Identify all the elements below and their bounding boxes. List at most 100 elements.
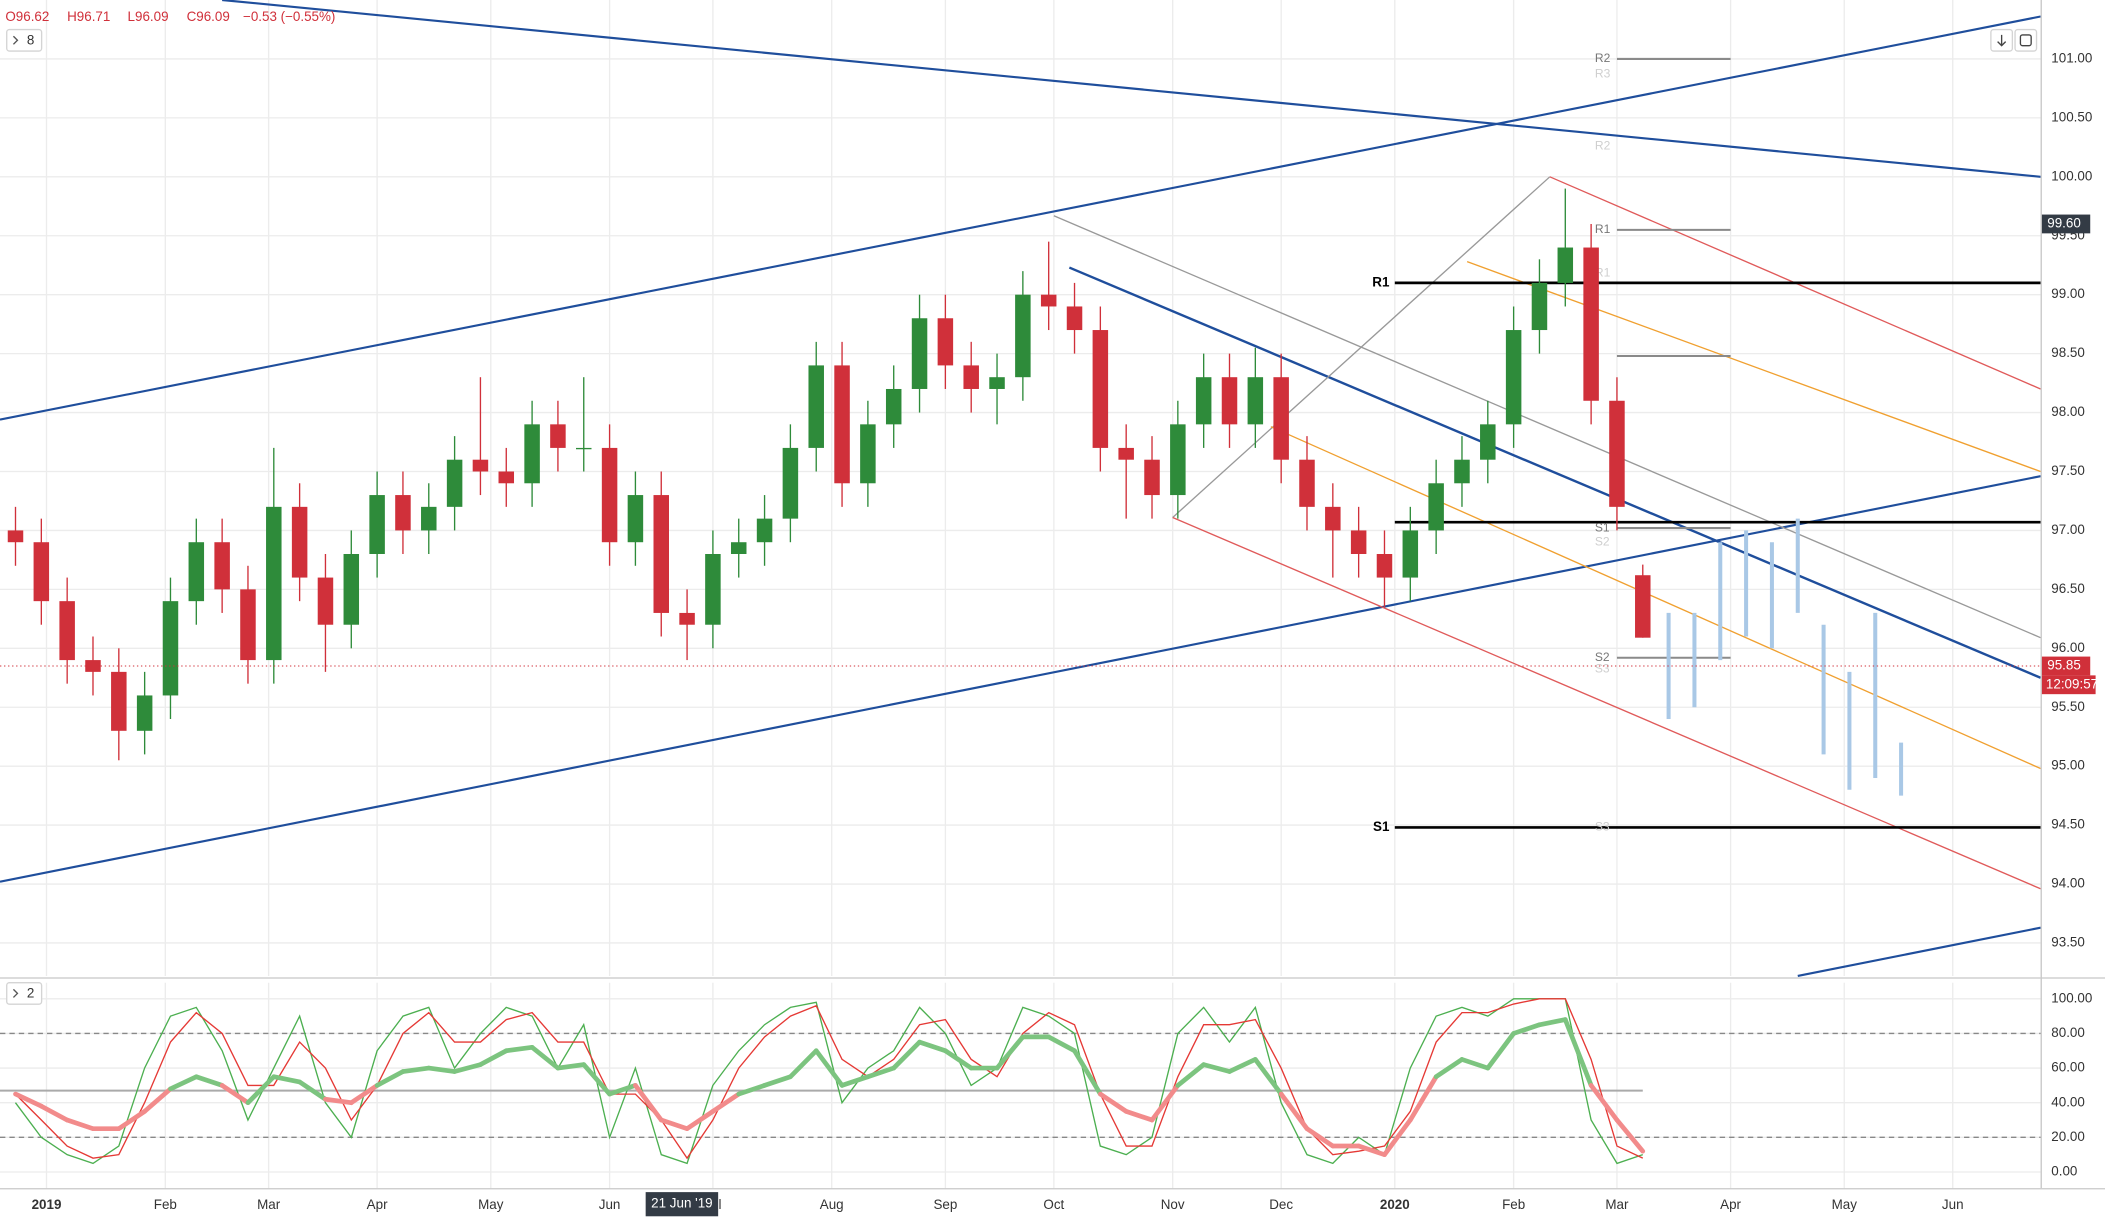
oscillator-segment: [1407, 1074, 1439, 1123]
oscillator-segment: [1433, 1057, 1465, 1080]
y-tick-label: 93.50: [2051, 935, 2085, 950]
candle-body: [498, 471, 515, 484]
oscillator-segment: [529, 1044, 561, 1071]
countdown-label: 12:09:57: [2046, 676, 2098, 691]
price-badge: [2041, 214, 2091, 234]
oscillator-segment: [1382, 1117, 1413, 1158]
toggle-box[interactable]: [6, 982, 43, 1005]
y-tick-label: 60.00: [2051, 1060, 2085, 1075]
candle-body: [1221, 377, 1238, 425]
candle-body: [1609, 400, 1625, 507]
oscillator-segment: [607, 1083, 638, 1097]
candle-body: [1376, 554, 1393, 578]
candle-body: [1170, 424, 1186, 496]
candle-body: [1040, 294, 1057, 307]
candle-body: [808, 365, 824, 448]
oscillator-segment: [116, 1109, 147, 1132]
candle-body: [472, 459, 489, 472]
candle-body: [1557, 247, 1574, 283]
pivot-label: S2: [1595, 650, 1610, 664]
oscillator-segment: [1356, 1143, 1387, 1158]
oscillator-segment: [555, 1062, 587, 1071]
maximize-icon: [2019, 34, 2032, 47]
toggle-count[interactable]: 8: [27, 32, 34, 47]
main-pane-toggle[interactable]: 8: [6, 28, 43, 52]
oscillator-segment: [1485, 1031, 1516, 1071]
oscillator-segment: [1459, 1057, 1491, 1071]
oscillator-segment: [64, 1117, 96, 1132]
oscillator-segment: [1252, 1057, 1284, 1097]
y-tick-label: 0.00: [2051, 1164, 2077, 1179]
candle-body: [860, 424, 876, 484]
candle-body: [782, 447, 799, 519]
candle-body: [1454, 459, 1470, 484]
toggle-box[interactable]: [6, 28, 43, 52]
oscillator-segment: [813, 1048, 845, 1088]
candle-body: [111, 671, 127, 731]
oscillator-segment: [736, 1083, 767, 1097]
oscillator-segment: [38, 1103, 70, 1123]
x-tick-label: Nov: [1161, 1197, 1185, 1212]
candle-body: [576, 447, 592, 450]
price-badge: [2041, 656, 2091, 676]
y-tick-label: 94.50: [2051, 817, 2085, 832]
price-badge-label: 99.60: [2047, 216, 2081, 231]
oscillator-segment: [13, 1091, 44, 1109]
oscillator-segment: [865, 1065, 897, 1080]
candle-body: [834, 365, 850, 484]
y-tick-label: 97.00: [2051, 522, 2085, 537]
y-tick-label: 96.00: [2051, 640, 2085, 655]
y-tick-label: 98.00: [2051, 404, 2085, 419]
candle-body: [395, 495, 411, 531]
faded-pivot-label: R3: [1595, 66, 1611, 80]
oscillator-segment: [503, 1044, 535, 1054]
oscillator-segment: [710, 1091, 742, 1114]
candle-body: [33, 542, 50, 602]
oscillator-segment: [943, 1048, 974, 1071]
candle-body: [1583, 247, 1599, 401]
header-open: O96.62: [5, 9, 49, 24]
candle-body: [162, 601, 179, 696]
maximize-button[interactable]: [2014, 28, 2038, 52]
trend-line: [0, 475, 2041, 883]
oscillator-segment: [374, 1069, 406, 1088]
oscillator-segment: [297, 1079, 328, 1102]
faded-pivot-label: S3: [1595, 662, 1610, 676]
candle-body: [1531, 282, 1548, 331]
candle-body: [1066, 306, 1083, 331]
pane-buttons[interactable]: [1990, 28, 2038, 52]
candle-body: [240, 589, 256, 661]
candle-body: [1195, 377, 1212, 425]
x-tick-label: Jun: [1942, 1197, 1964, 1212]
toggle-count[interactable]: 2: [27, 986, 34, 1001]
faded-pivot-label: S2: [1595, 534, 1610, 548]
candle-body: [705, 554, 721, 625]
oscillator-segment: [994, 1034, 1026, 1071]
oscillator-segment: [1511, 1022, 1542, 1036]
oscillator-segment: [1562, 1017, 1594, 1088]
oscillator-segment: [658, 1117, 690, 1132]
x-tick-label: Feb: [154, 1197, 177, 1212]
level-label: R1: [1372, 274, 1390, 289]
trend-line: [1466, 261, 2041, 473]
candle-body: [679, 612, 695, 625]
x-tick-label: May: [1832, 1197, 1858, 1212]
oscillator-segment: [1201, 1062, 1232, 1074]
oscillator-pane-toggle[interactable]: 2: [6, 982, 43, 1005]
candle-body: [343, 554, 360, 625]
faded-pivot-label: S3: [1595, 820, 1610, 834]
y-tick-label: 98.50: [2051, 345, 2085, 360]
candle-body: [266, 506, 282, 661]
x-tick-label: Mar: [1605, 1197, 1629, 1212]
header-close: C96.09: [187, 9, 230, 24]
x-tick-label: May: [478, 1197, 504, 1212]
candle-body: [627, 495, 644, 543]
x-tick-label: 2020: [1380, 1197, 1410, 1212]
oscillator-segment: [348, 1083, 380, 1106]
y-tick-label: 100.50: [2051, 109, 2092, 124]
price-badge-label: 95.85: [2047, 658, 2081, 673]
y-tick-label: 95.00: [2051, 758, 2085, 773]
candle-body: [188, 542, 205, 602]
